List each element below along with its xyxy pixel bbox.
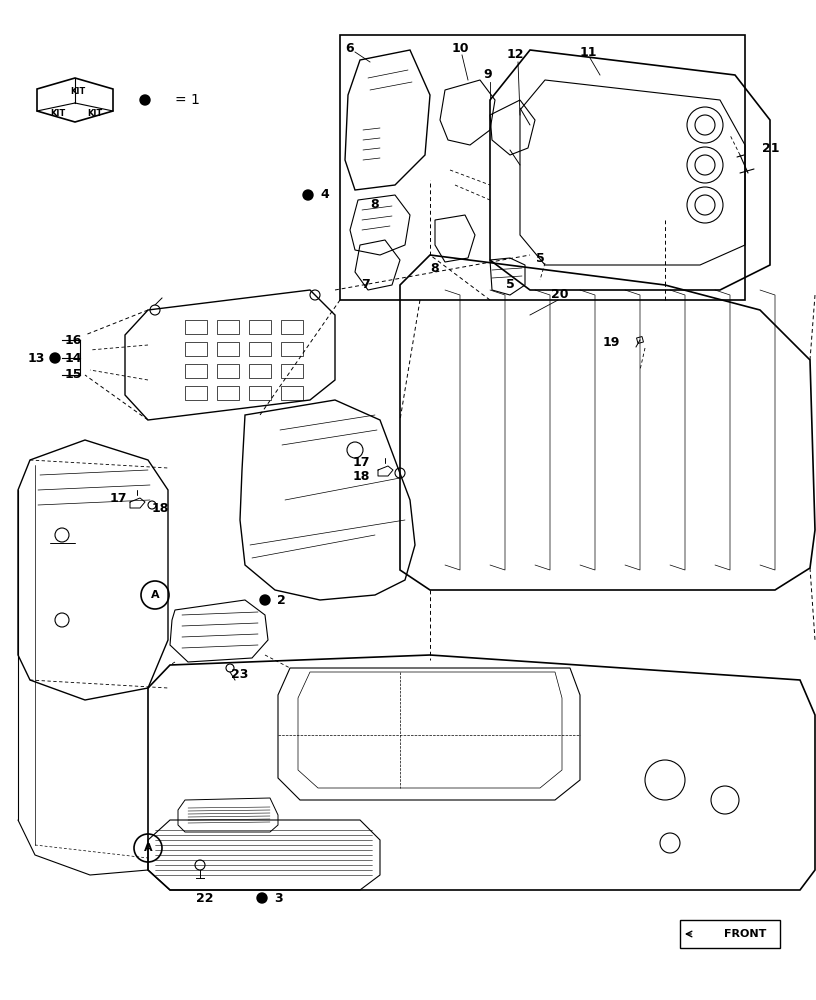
Text: KIT: KIT xyxy=(70,88,86,97)
Circle shape xyxy=(303,190,313,200)
Bar xyxy=(281,342,303,356)
Text: 8: 8 xyxy=(370,198,379,212)
Text: 3: 3 xyxy=(274,892,282,904)
Text: 21: 21 xyxy=(762,141,779,154)
Bar xyxy=(249,364,271,378)
Text: 17: 17 xyxy=(109,491,126,504)
Bar xyxy=(249,386,271,400)
Circle shape xyxy=(50,353,60,363)
Circle shape xyxy=(140,95,150,105)
Bar xyxy=(281,320,303,334)
Text: 22: 22 xyxy=(197,892,214,904)
Text: 5: 5 xyxy=(506,278,514,292)
Bar xyxy=(217,364,239,378)
Bar xyxy=(217,386,239,400)
Text: 8: 8 xyxy=(431,261,439,274)
Text: 10: 10 xyxy=(451,41,468,54)
Text: FRONT: FRONT xyxy=(724,929,766,939)
Text: KIT: KIT xyxy=(87,108,103,117)
Circle shape xyxy=(260,595,270,605)
Text: A: A xyxy=(144,843,153,853)
Text: 9: 9 xyxy=(484,68,492,82)
Text: 11: 11 xyxy=(579,45,596,58)
Text: 16: 16 xyxy=(64,334,82,347)
Bar xyxy=(249,342,271,356)
Bar xyxy=(217,342,239,356)
Bar xyxy=(185,364,207,378)
Bar xyxy=(340,35,745,300)
Text: 4: 4 xyxy=(320,188,329,202)
Text: 2: 2 xyxy=(277,593,286,606)
Bar xyxy=(185,386,207,400)
Text: 14: 14 xyxy=(64,352,82,364)
Bar xyxy=(281,364,303,378)
Bar xyxy=(249,320,271,334)
Text: 23: 23 xyxy=(231,668,249,682)
Text: 19: 19 xyxy=(603,336,620,349)
Text: 17: 17 xyxy=(353,456,370,468)
Text: 18: 18 xyxy=(151,502,169,514)
Bar xyxy=(680,920,780,948)
Text: 13: 13 xyxy=(28,352,45,364)
Text: 7: 7 xyxy=(361,278,370,292)
Text: KIT: KIT xyxy=(51,108,65,117)
Bar xyxy=(185,342,207,356)
Text: 6: 6 xyxy=(346,41,354,54)
Text: = 1: = 1 xyxy=(175,93,200,107)
Text: 5: 5 xyxy=(535,251,544,264)
Circle shape xyxy=(257,893,267,903)
Bar xyxy=(185,320,207,334)
Text: 12: 12 xyxy=(506,48,524,62)
Text: 20: 20 xyxy=(552,288,569,302)
Text: 15: 15 xyxy=(64,368,82,381)
Bar xyxy=(217,320,239,334)
Bar xyxy=(281,386,303,400)
Text: A: A xyxy=(151,590,159,600)
Text: 18: 18 xyxy=(353,470,370,483)
